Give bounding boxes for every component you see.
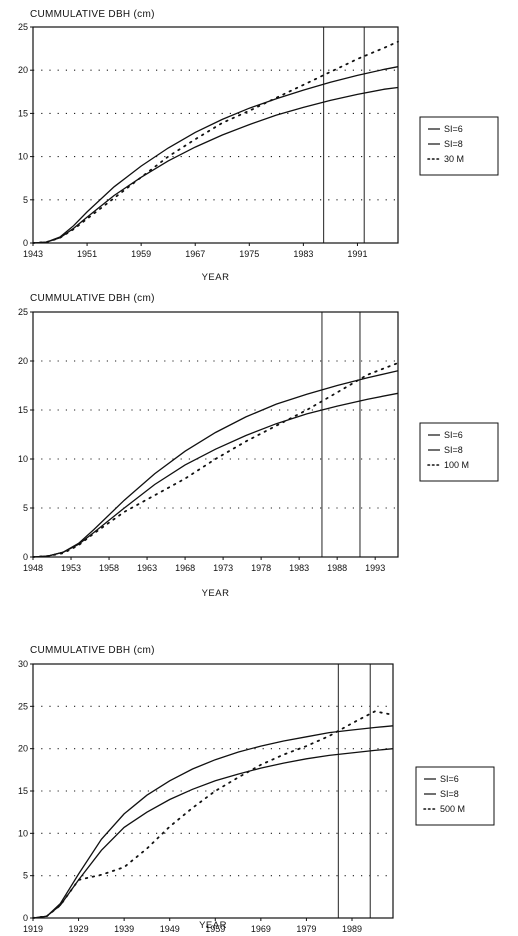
legend: SI=6 SI=8 100 M	[420, 423, 498, 481]
y-tick-label: 20	[18, 356, 28, 366]
series-line-500-m	[33, 711, 393, 918]
x-tick-label: 1978	[251, 563, 271, 573]
chart-title: CUMMULATIVE DBH (cm)	[30, 9, 155, 20]
x-tick-label: 1958	[99, 563, 119, 573]
chart-title: CUMMULATIVE DBH (cm)	[30, 645, 155, 656]
x-tick-label: 1968	[175, 563, 195, 573]
x-tick-label: 1975	[239, 249, 259, 259]
x-tick-label: 1959	[131, 249, 151, 259]
x-tick-label: 1983	[293, 249, 313, 259]
legend-label: 500 M	[440, 804, 465, 814]
x-tick-label: 1943	[23, 249, 43, 259]
y-tick-label: 0	[23, 238, 28, 248]
legend-label: SI=8	[440, 789, 459, 799]
y-tick-label: 10	[18, 152, 28, 162]
legend: SI=6 SI=8 500 M	[416, 767, 494, 825]
x-tick-label: 1973	[213, 563, 233, 573]
y-tick-label: 20	[18, 744, 28, 754]
series-line-30-m	[33, 42, 398, 243]
y-tick-label: 0	[23, 913, 28, 923]
x-tick-label: 1969	[251, 924, 271, 934]
chart-panel-2: CUMMULATIVE DBH (cm) 0 5 10 15 20 25 1948 1953 19…	[18, 293, 498, 599]
x-tick-label: 1939	[114, 924, 134, 934]
y-tick-label: 0	[23, 552, 28, 562]
legend-label: 100 M	[444, 460, 469, 470]
y-tick-label: 5	[23, 871, 28, 881]
x-tick-label: 1967	[185, 249, 205, 259]
y-tick-label: 25	[18, 701, 28, 711]
x-tick-label: 1953	[61, 563, 81, 573]
y-tick-label: 10	[18, 828, 28, 838]
legend-label: SI=8	[444, 139, 463, 149]
y-tick-label: 10	[18, 454, 28, 464]
x-tick-label: 1988	[327, 563, 347, 573]
y-tick-label: 15	[18, 108, 28, 118]
y-tick-label: 25	[18, 22, 28, 32]
y-tick-label: 30	[18, 659, 28, 669]
y-tick-label: 15	[18, 405, 28, 415]
y-tick-label: 15	[18, 786, 28, 796]
legend-label: 30 M	[444, 154, 464, 164]
x-axis-label: YEAR	[199, 920, 227, 931]
x-tick-label: 1991	[347, 249, 367, 259]
x-tick-label: 1963	[137, 563, 157, 573]
series-line-si-6	[33, 393, 398, 557]
y-tick-label: 25	[18, 307, 28, 317]
x-tick-label: 1993	[365, 563, 385, 573]
x-tick-label: 1949	[160, 924, 180, 934]
y-tick-label: 5	[23, 195, 28, 205]
y-tick-label: 5	[23, 503, 28, 513]
plot-frame	[33, 312, 398, 557]
x-axis-label: YEAR	[202, 588, 230, 599]
plot-frame	[33, 664, 393, 918]
legend: SI=6 SI=8 30 M	[420, 117, 498, 175]
x-axis-label: YEAR	[202, 272, 230, 283]
chart-title: CUMMULATIVE DBH (cm)	[30, 293, 155, 304]
chart-panel-1: CUMMULATIVE DBH (cm) 0 5 10 15 20 25 1943 1951 19…	[18, 9, 498, 283]
x-tick-label: 1983	[289, 563, 309, 573]
y-tick-label: 20	[18, 65, 28, 75]
legend-label: SI=6	[444, 430, 463, 440]
legend-label: SI=8	[444, 445, 463, 455]
legend-label: SI=6	[444, 124, 463, 134]
legend-label: SI=6	[440, 774, 459, 784]
x-tick-label: 1948	[23, 563, 43, 573]
series-line-si-6	[33, 88, 398, 244]
x-tick-label: 1979	[296, 924, 316, 934]
x-tick-label: 1951	[77, 249, 97, 259]
x-tick-label: 1929	[69, 924, 89, 934]
series-line-si-6	[33, 749, 393, 918]
chart-panel-3: CUMMULATIVE DBH (cm) 0 5 10 15 20 25 30 1919 1929…	[18, 645, 494, 934]
x-tick-label: 1989	[342, 924, 362, 934]
series-line-100-m	[33, 363, 398, 557]
x-tick-label: 1919	[23, 924, 43, 934]
series-line-si-8	[33, 371, 398, 557]
